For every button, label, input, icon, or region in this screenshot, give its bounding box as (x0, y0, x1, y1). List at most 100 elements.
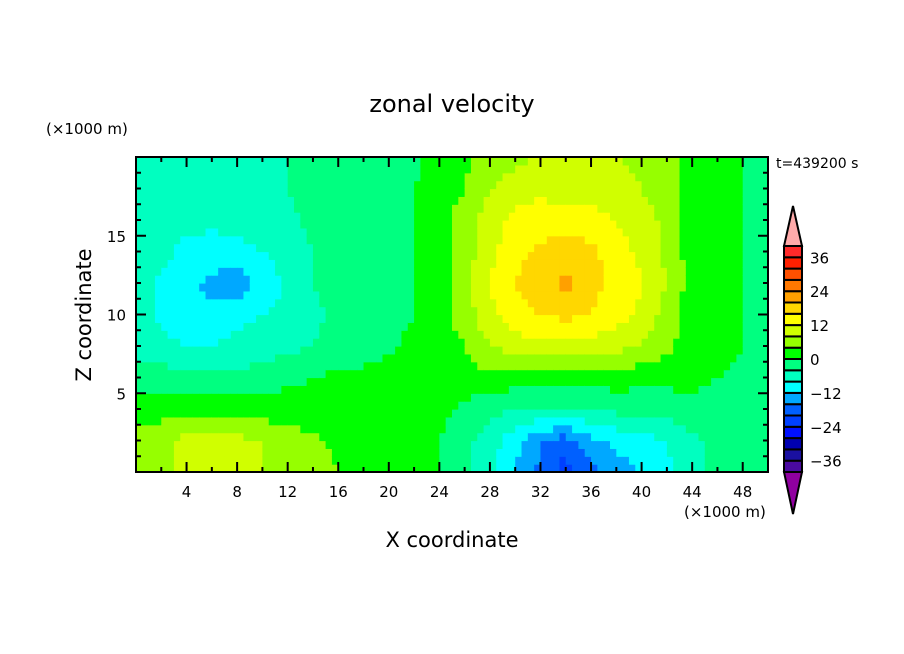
contour-cell (565, 416, 573, 426)
contour-cell (540, 464, 548, 473)
contour-cell (388, 314, 396, 323)
contour-cell (224, 267, 232, 276)
contour-cell (635, 298, 643, 308)
contour-cell (199, 283, 207, 292)
contour-cell (287, 306, 295, 316)
contour-cell (376, 196, 384, 205)
contour-cell (433, 283, 440, 292)
contour-cell (325, 393, 333, 402)
contour-cell (433, 220, 440, 229)
contour-cell (527, 393, 535, 402)
contour-cell (559, 377, 567, 386)
contour-cell (730, 416, 737, 426)
contour-cell (736, 204, 744, 213)
contour-cell (755, 432, 763, 442)
contour-cell (268, 377, 276, 386)
contour-cell (154, 338, 162, 347)
contour-cell (414, 180, 421, 190)
contour-cell (445, 290, 453, 300)
contour-cell (749, 369, 756, 379)
contour-cell (192, 227, 200, 237)
contour-cell (603, 330, 611, 339)
contour-cell (306, 204, 314, 213)
contour-cell (275, 440, 282, 449)
contour-cell (281, 440, 289, 449)
contour-cell (660, 267, 668, 276)
contour-cell (268, 456, 276, 465)
contour-cell (414, 290, 421, 300)
contour-cell (294, 432, 301, 442)
contour-cell (603, 275, 611, 284)
contour-cell (692, 204, 700, 213)
contour-cell (161, 290, 169, 300)
contour-cell (755, 212, 763, 221)
contour-cell (502, 464, 510, 473)
contour-cell (395, 330, 403, 339)
contour-cell (357, 338, 365, 347)
contour-cell (647, 275, 655, 284)
contour-cell (749, 322, 756, 331)
contour-cell (256, 204, 263, 213)
contour-cell (464, 196, 472, 205)
contour-cell (237, 306, 245, 316)
contour-cell (331, 432, 339, 442)
contour-cell (704, 267, 712, 276)
contour-cell (350, 267, 358, 276)
contour-cell (452, 322, 459, 331)
contour-cell (470, 464, 478, 473)
contour-cell (666, 314, 674, 323)
contour-cell (755, 424, 763, 434)
contour-cell (256, 464, 263, 473)
contour-cell (660, 290, 668, 300)
contour-cell (546, 251, 554, 260)
contour-cell (325, 188, 333, 197)
contour-cell (205, 353, 213, 363)
contour-cell (628, 306, 636, 316)
contour-cell (199, 157, 207, 166)
contour-cell (730, 275, 737, 284)
contour-cell (489, 338, 497, 347)
contour-cell (730, 306, 737, 316)
contour-cell (508, 188, 516, 197)
contour-cell (256, 361, 263, 371)
contour-cell (439, 251, 447, 260)
contour-cell (218, 164, 226, 174)
contour-cell (628, 243, 636, 253)
contour-cell (338, 424, 346, 434)
contour-cell (534, 259, 542, 268)
contour-cell (742, 243, 750, 253)
contour-cell (515, 322, 523, 331)
contour-cell (730, 220, 737, 229)
contour-cell (199, 259, 207, 268)
contour-cell (192, 401, 200, 410)
contour-cell (704, 251, 712, 260)
contour-cell (452, 346, 459, 355)
contour-cell (218, 306, 226, 316)
contour-cell (578, 180, 586, 190)
contour-cell (275, 361, 282, 371)
contour-cell (312, 377, 320, 386)
contour-cell (673, 330, 681, 339)
contour-cell (439, 377, 447, 386)
contour-cell (458, 180, 466, 190)
contour-cell (331, 164, 339, 174)
contour-cell (749, 283, 756, 292)
contour-cell (483, 409, 491, 418)
contour-cell (205, 306, 213, 316)
contour-cell (736, 385, 744, 394)
contour-cell (401, 157, 409, 166)
contour-cell (755, 204, 763, 213)
contour-cell (755, 267, 763, 276)
contour-cell (243, 456, 251, 465)
contour-cell (559, 235, 567, 245)
contour-cell (344, 369, 352, 379)
contour-cell (534, 227, 542, 237)
contour-cell (755, 283, 763, 292)
contour-cell (559, 440, 567, 449)
contour-cell (477, 220, 485, 229)
contour-cell (477, 346, 485, 355)
contour-cell (142, 188, 150, 197)
contour-cell (717, 448, 725, 457)
contour-cell (211, 220, 219, 229)
contour-cell (534, 322, 542, 331)
